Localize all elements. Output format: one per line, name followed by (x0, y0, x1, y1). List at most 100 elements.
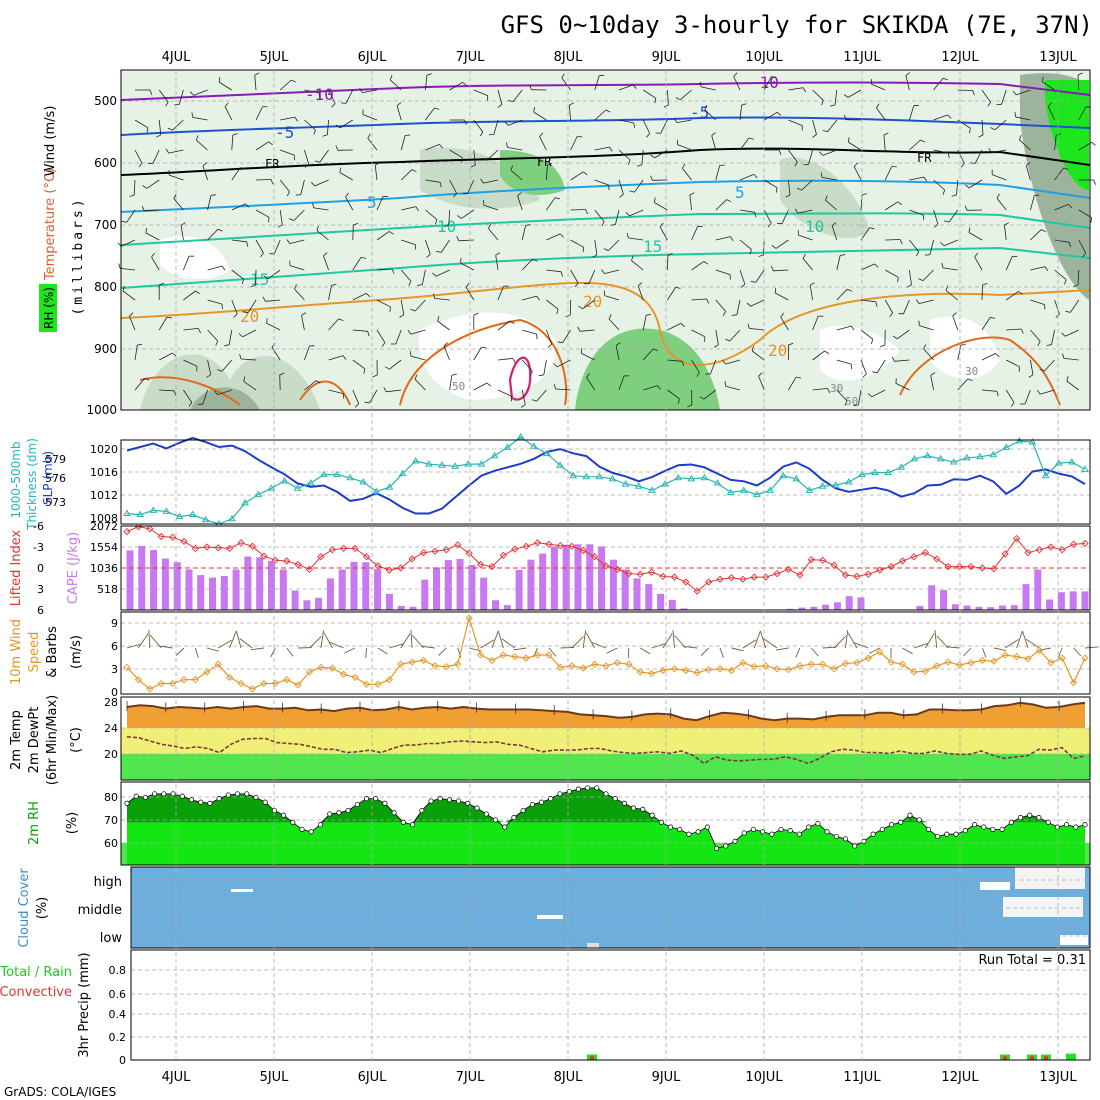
upper-wind-barb (994, 119, 1007, 131)
wind-barb (497, 630, 504, 649)
thickness-point (241, 499, 249, 506)
upper-wind-barb-flag (254, 72, 260, 76)
thickness-point (556, 461, 564, 468)
upper-wind-barb-flag (803, 164, 809, 166)
li-point (864, 570, 872, 578)
rh-point (317, 822, 323, 828)
cape-bar (1081, 591, 1089, 610)
cape-bar (244, 556, 252, 610)
upper-wind-barb-flag (138, 162, 143, 168)
upper-wind-barb (152, 149, 160, 164)
upper-wind-barb (352, 329, 368, 332)
li-point (522, 542, 530, 550)
upper-wind-barb (848, 141, 862, 151)
upper-wind-barb (400, 299, 405, 315)
upper-wind-barb (376, 231, 390, 241)
cloud-ticks: high middle low (78, 875, 123, 946)
upper-wind-barb (588, 269, 596, 284)
upper-wind-barb (1030, 229, 1042, 241)
upper-wind-barb (304, 89, 320, 94)
upper-wind-barb (293, 209, 305, 221)
contour-label: 5 (735, 183, 745, 202)
li-point (784, 565, 793, 574)
upper-wind-barb-flag (268, 217, 270, 223)
upper-wind-barb-flag (360, 257, 366, 259)
cape-bar (480, 577, 488, 610)
wind-barb (1025, 638, 1040, 649)
wind-axis-label: Speed (27, 632, 42, 673)
rh-point (179, 793, 185, 799)
upper-wind-barb (369, 389, 378, 404)
upper-wind-barb (1054, 299, 1060, 315)
upper-wind-barb (221, 359, 233, 372)
upper-wind-barb-flag (844, 400, 848, 406)
upper-wind-barb (884, 166, 893, 181)
upper-wind-barb (797, 209, 813, 214)
upper-wind-barb (847, 89, 862, 98)
upper-wind-barb-flag (342, 393, 345, 399)
thickness-point (319, 470, 328, 478)
upper-wind-barb (860, 227, 870, 241)
upper-wind-barb-flag (268, 141, 273, 146)
wind-point (134, 676, 143, 684)
upper-wind-barb-flag (862, 373, 867, 378)
li-point (705, 578, 713, 586)
upper-wind-barb (579, 329, 595, 332)
upper-wind-barb (497, 285, 504, 301)
thickness-point (884, 468, 893, 476)
upper-wind-barb-flag (918, 278, 924, 281)
upper-wind-barb-flag (780, 312, 785, 318)
upper-wind-barb-flag (414, 374, 418, 380)
upper-wind-barb-flag (988, 148, 992, 153)
thickness-point (989, 450, 998, 458)
upper-wind-barb-flag (547, 343, 553, 348)
temp-axis-label: 2m DewPt (27, 707, 42, 774)
wind-point (146, 685, 154, 693)
wind-point (511, 652, 519, 661)
upper-wind-barb-flag (944, 220, 950, 223)
rh-point (520, 807, 526, 814)
upper-wind-barb (618, 119, 634, 124)
wind-barb (606, 647, 618, 654)
upper-wind-barb-flag (289, 218, 294, 221)
upper-wind-barb (871, 83, 886, 91)
cape-bar (126, 550, 134, 610)
upper-wind-barb (933, 114, 948, 121)
upper-wind-barb (271, 347, 281, 361)
wind-barb (674, 635, 687, 649)
upper-wind-barb (802, 258, 813, 271)
upper-wind-barb (280, 149, 295, 156)
cape-bar (857, 597, 865, 610)
upper-wind-barb (594, 209, 605, 222)
li-line (126, 526, 1086, 592)
upper-wind-barb-flag (750, 280, 756, 283)
upper-wind-barb (836, 325, 852, 331)
upper-wind-barb (933, 209, 939, 225)
upper-wind-barb-flag (188, 402, 193, 407)
wind-point (556, 663, 565, 671)
upper-wind-barb (957, 378, 969, 391)
upper-wind-barb-flag (277, 224, 283, 228)
thickness-point (188, 510, 197, 518)
cape-bar (845, 596, 853, 610)
upper-wind-barb-flag (436, 250, 442, 253)
wind-barb (1057, 647, 1063, 658)
upper-wind-barb (328, 285, 332, 301)
li-point (305, 565, 314, 574)
upper-wind-barb-flag (141, 206, 145, 211)
upper-wind-barb-flag (899, 239, 903, 245)
upper-wind-barb-flag (367, 133, 371, 139)
rh-axis-label: RH (%) (42, 287, 56, 329)
cape-bar (798, 607, 806, 610)
wind-barb (175, 647, 185, 656)
upper-wind-barb (631, 260, 644, 271)
top-day-label: 12JUL (941, 50, 979, 65)
upper-wind-barb-flag (536, 295, 540, 301)
precip-tick: 0.2 (109, 1031, 127, 1044)
upper-wind-barb-flag (1056, 133, 1062, 136)
upper-wind-barb (1030, 299, 1045, 305)
wind-point (659, 666, 667, 675)
upper-wind-barb-flag (165, 101, 169, 107)
upper-wind-barb (158, 89, 169, 103)
wind-barb (934, 630, 938, 649)
